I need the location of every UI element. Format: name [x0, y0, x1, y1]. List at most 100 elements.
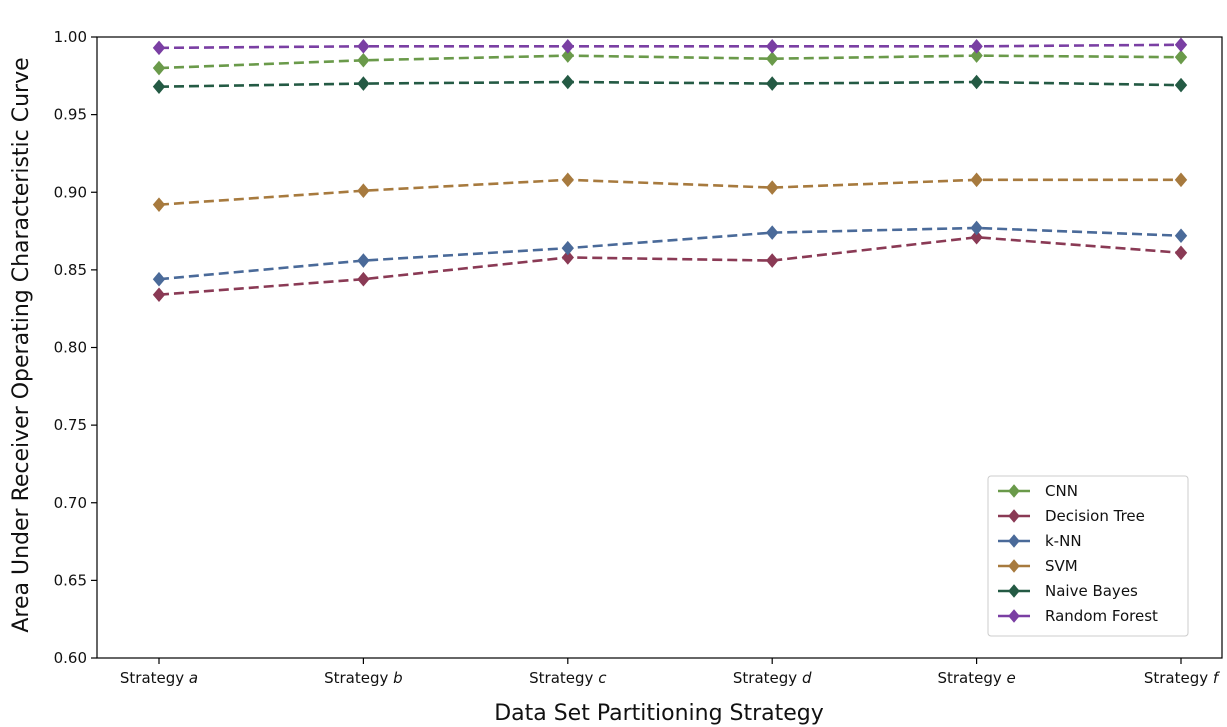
data-point	[766, 180, 779, 195]
x-tick-prefix: Strategy	[324, 669, 393, 687]
data-point	[357, 253, 370, 268]
data-point	[561, 172, 574, 188]
x-tick-prefix: Strategy	[529, 669, 598, 687]
legend-item: Naive Bayes	[998, 582, 1138, 600]
legend-marker	[1008, 559, 1020, 573]
y-tick-label: 0.90	[54, 183, 87, 201]
data-point	[152, 40, 166, 56]
x-tick-letter: e	[1007, 669, 1016, 687]
data-point	[970, 48, 983, 63]
data-point	[970, 172, 983, 188]
x-tick-letter: b	[393, 669, 403, 687]
x-tick-label: Strategy d	[733, 669, 812, 687]
legend-label: Random Forest	[1045, 607, 1158, 625]
data-point	[561, 240, 574, 256]
data-point	[1174, 77, 1188, 93]
x-axis: Strategy a Strategy b Strategy c Strategy d…	[120, 658, 1221, 687]
y-tick-label: 0.85	[54, 261, 87, 279]
data-point	[357, 76, 370, 91]
data-point	[561, 39, 574, 54]
y-tick-label: 0.70	[54, 494, 87, 512]
legend-label: SVM	[1045, 557, 1078, 575]
x-tick-label: Strategy c	[529, 669, 607, 687]
data-point	[561, 48, 574, 63]
data-point	[152, 271, 166, 287]
x-tick-label: Strategy a	[120, 669, 198, 687]
x-tick-letter: c	[598, 669, 607, 687]
series-svm	[152, 172, 1188, 212]
y-tick-label: 0.95	[54, 106, 87, 124]
legend-item: k-NN	[998, 532, 1082, 550]
legend-marker	[1008, 584, 1020, 598]
data-point	[357, 183, 370, 198]
legend-marker	[1008, 509, 1020, 523]
series-naive-bayes	[152, 74, 1188, 94]
x-tick-label: Strategy e	[937, 669, 1015, 687]
legend-marker	[1008, 534, 1020, 548]
x-tick-prefix: Strategy	[733, 669, 802, 687]
y-axis: 0.60 0.65 0.70 0.75 0.80 0.85 0.90 0.95 1.00	[54, 28, 97, 667]
legend-item: Random Forest	[998, 607, 1158, 625]
y-tick-label: 0.80	[54, 339, 87, 357]
legend-item: CNN	[998, 482, 1078, 500]
legend-marker	[1008, 484, 1020, 498]
data-point	[766, 225, 779, 240]
data-point	[561, 74, 574, 90]
series-line	[158, 226, 1182, 281]
data-point	[766, 76, 779, 91]
data-point	[561, 250, 574, 265]
series-cnn	[152, 48, 1188, 76]
y-tick-label: 0.65	[54, 571, 87, 589]
data-point	[357, 271, 370, 287]
data-point	[970, 39, 983, 54]
data-point	[357, 53, 370, 68]
legend-label: Naive Bayes	[1045, 582, 1138, 600]
series-k-nn	[152, 220, 1188, 287]
series-line	[158, 54, 1182, 70]
legend-box	[987, 475, 1189, 637]
legend-label: k-NN	[1045, 532, 1082, 550]
legend: CNN Decision Tree k-NN SVM Naive Bayes Random…	[987, 475, 1189, 637]
series-line	[158, 43, 1182, 50]
series-line	[158, 235, 1182, 297]
x-tick-label: Strategy f	[1144, 669, 1221, 687]
series-decision-tree	[152, 230, 1188, 302]
series-layer	[152, 37, 1188, 302]
y-tick-label: 1.00	[54, 28, 87, 46]
data-point	[152, 197, 166, 212]
x-tick-letter: d	[802, 669, 812, 687]
data-point	[970, 74, 983, 90]
x-tick-label: Strategy b	[324, 669, 403, 687]
data-point	[152, 60, 166, 76]
data-point	[970, 220, 983, 236]
x-tick-letter: a	[189, 669, 198, 687]
data-point	[1174, 228, 1188, 243]
series-line	[158, 80, 1182, 88]
data-point	[1174, 37, 1188, 53]
y-tick-label: 0.60	[54, 649, 87, 667]
data-point	[152, 79, 166, 94]
legend-marker	[1008, 609, 1020, 623]
x-axis-label: Data Set Partitioning Strategy	[494, 701, 824, 726]
data-point	[766, 39, 779, 54]
x-tick-prefix: Strategy	[937, 669, 1006, 687]
data-point	[1174, 245, 1188, 261]
data-point	[766, 51, 779, 67]
data-point	[970, 230, 983, 245]
legend-label: CNN	[1045, 482, 1078, 500]
data-point	[1174, 49, 1188, 65]
data-point	[152, 287, 166, 302]
data-point	[1174, 172, 1188, 188]
series-line	[158, 178, 1181, 206]
x-tick-prefix: Strategy	[1144, 669, 1213, 687]
legend-label: Decision Tree	[1045, 507, 1145, 525]
series-random-forest	[152, 37, 1188, 56]
y-axis-label: Area Under Receiver Operating Characteri…	[9, 57, 34, 632]
legend-item: SVM	[998, 557, 1078, 575]
x-tick-prefix: Strategy	[120, 669, 189, 687]
x-tick-letter: f	[1213, 669, 1221, 687]
y-tick-label: 0.75	[54, 416, 87, 434]
legend-item: Decision Tree	[998, 507, 1145, 525]
data-point	[766, 253, 779, 268]
